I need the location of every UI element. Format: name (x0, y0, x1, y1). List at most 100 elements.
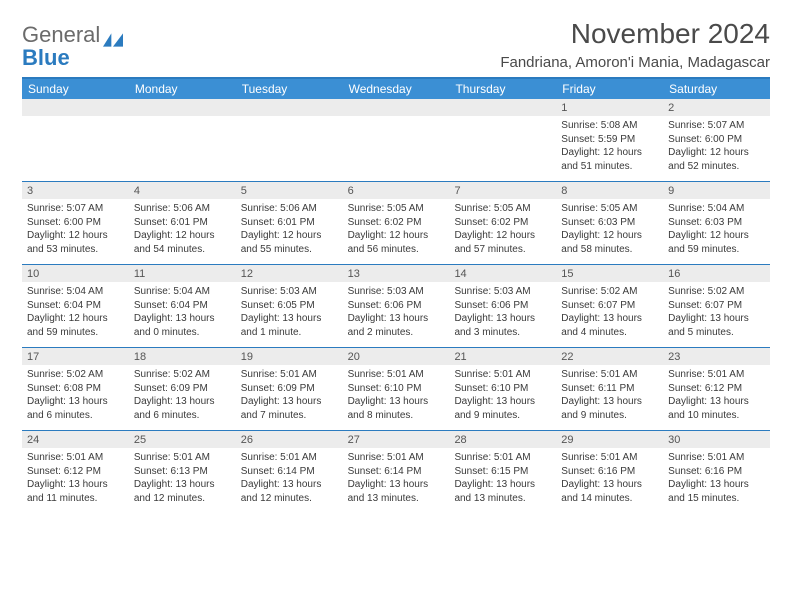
day-cell: 20Sunrise: 5:01 AMSunset: 6:10 PMDayligh… (343, 348, 450, 430)
day-dayA: Daylight: 13 hours (134, 312, 231, 326)
day-dayA: Daylight: 13 hours (561, 478, 658, 492)
day-sunset: Sunset: 6:09 PM (134, 382, 231, 396)
day-dayA: Daylight: 13 hours (241, 478, 338, 492)
day-number: 12 (236, 265, 343, 282)
day-details: Sunrise: 5:03 AMSunset: 6:05 PMDaylight:… (236, 282, 343, 347)
day-number: 18 (129, 348, 236, 365)
day-dayA: Daylight: 13 hours (348, 478, 445, 492)
day-dayB: and 14 minutes. (561, 492, 658, 506)
day-sunrise: Sunrise: 5:01 AM (241, 451, 338, 465)
day-sunset: Sunset: 6:07 PM (561, 299, 658, 313)
day-cell: 22Sunrise: 5:01 AMSunset: 6:11 PMDayligh… (556, 348, 663, 430)
day-details: Sunrise: 5:03 AMSunset: 6:06 PMDaylight:… (343, 282, 450, 347)
day-sunset: Sunset: 6:12 PM (27, 465, 124, 479)
day-number: 1 (556, 99, 663, 116)
day-dayB: and 53 minutes. (27, 243, 124, 257)
day-dayA: Daylight: 12 hours (134, 229, 231, 243)
day-sunset: Sunset: 6:00 PM (27, 216, 124, 230)
day-number: 2 (663, 99, 770, 116)
day-dayA: Daylight: 13 hours (241, 395, 338, 409)
day-dayA: Daylight: 13 hours (454, 395, 551, 409)
day-details: Sunrise: 5:01 AMSunset: 6:11 PMDaylight:… (556, 365, 663, 430)
day-sunrise: Sunrise: 5:01 AM (134, 451, 231, 465)
day-dayB: and 55 minutes. (241, 243, 338, 257)
day-sunrise: Sunrise: 5:02 AM (561, 285, 658, 299)
day-details (343, 116, 450, 178)
day-dayA: Daylight: 13 hours (348, 395, 445, 409)
day-details: Sunrise: 5:01 AMSunset: 6:13 PMDaylight:… (129, 448, 236, 513)
day-sunset: Sunset: 6:04 PM (134, 299, 231, 313)
day-sunrise: Sunrise: 5:01 AM (668, 368, 765, 382)
day-sunrise: Sunrise: 5:07 AM (27, 202, 124, 216)
day-sunrise: Sunrise: 5:03 AM (348, 285, 445, 299)
day-cell (343, 99, 450, 181)
day-dayB: and 8 minutes. (348, 409, 445, 423)
day-sunset: Sunset: 6:12 PM (668, 382, 765, 396)
day-sunrise: Sunrise: 5:08 AM (561, 119, 658, 133)
day-cell: 18Sunrise: 5:02 AMSunset: 6:09 PMDayligh… (129, 348, 236, 430)
day-details: Sunrise: 5:02 AMSunset: 6:07 PMDaylight:… (556, 282, 663, 347)
title-block: November 2024 Fandriana, Amoron'i Mania,… (500, 18, 770, 71)
day-dayB: and 1 minute. (241, 326, 338, 340)
day-dayA: Daylight: 13 hours (454, 478, 551, 492)
day-dayA: Daylight: 12 hours (561, 146, 658, 160)
day-details: Sunrise: 5:04 AMSunset: 6:03 PMDaylight:… (663, 199, 770, 264)
day-dayA: Daylight: 12 hours (27, 229, 124, 243)
day-details: Sunrise: 5:06 AMSunset: 6:01 PMDaylight:… (236, 199, 343, 264)
day-cell: 7Sunrise: 5:05 AMSunset: 6:02 PMDaylight… (449, 182, 556, 264)
day-sunrise: Sunrise: 5:05 AM (561, 202, 658, 216)
day-sunset: Sunset: 5:59 PM (561, 133, 658, 147)
day-sunset: Sunset: 6:01 PM (241, 216, 338, 230)
day-sunrise: Sunrise: 5:02 AM (668, 285, 765, 299)
day-details: Sunrise: 5:01 AMSunset: 6:16 PMDaylight:… (663, 448, 770, 513)
day-number: 10 (22, 265, 129, 282)
day-sunset: Sunset: 6:02 PM (454, 216, 551, 230)
day-cell: 10Sunrise: 5:04 AMSunset: 6:04 PMDayligh… (22, 265, 129, 347)
day-sunset: Sunset: 6:11 PM (561, 382, 658, 396)
day-number: 20 (343, 348, 450, 365)
day-dayB: and 58 minutes. (561, 243, 658, 257)
day-sunrise: Sunrise: 5:01 AM (348, 451, 445, 465)
day-details: Sunrise: 5:08 AMSunset: 5:59 PMDaylight:… (556, 116, 663, 181)
day-dayA: Daylight: 13 hours (241, 312, 338, 326)
logo-word-2: Blue (22, 45, 70, 70)
day-details: Sunrise: 5:06 AMSunset: 6:01 PMDaylight:… (129, 199, 236, 264)
day-sunrise: Sunrise: 5:01 AM (668, 451, 765, 465)
day-dayA: Daylight: 13 hours (454, 312, 551, 326)
calendar-grid: 1Sunrise: 5:08 AMSunset: 5:59 PMDaylight… (22, 99, 770, 513)
day-cell: 12Sunrise: 5:03 AMSunset: 6:05 PMDayligh… (236, 265, 343, 347)
day-dayB: and 6 minutes. (134, 409, 231, 423)
day-number: 16 (663, 265, 770, 282)
day-dayB: and 5 minutes. (668, 326, 765, 340)
day-cell: 26Sunrise: 5:01 AMSunset: 6:14 PMDayligh… (236, 431, 343, 513)
day-number: 5 (236, 182, 343, 199)
day-sunset: Sunset: 6:10 PM (454, 382, 551, 396)
day-sunrise: Sunrise: 5:04 AM (668, 202, 765, 216)
day-dayB: and 3 minutes. (454, 326, 551, 340)
day-number: 4 (129, 182, 236, 199)
day-details: Sunrise: 5:07 AMSunset: 6:00 PMDaylight:… (663, 116, 770, 181)
day-header: Monday (129, 79, 236, 99)
day-cell: 15Sunrise: 5:02 AMSunset: 6:07 PMDayligh… (556, 265, 663, 347)
day-sunrise: Sunrise: 5:01 AM (561, 368, 658, 382)
day-dayA: Daylight: 13 hours (27, 478, 124, 492)
month-title: November 2024 (500, 18, 770, 50)
day-sunrise: Sunrise: 5:04 AM (134, 285, 231, 299)
day-cell: 25Sunrise: 5:01 AMSunset: 6:13 PMDayligh… (129, 431, 236, 513)
day-sunrise: Sunrise: 5:01 AM (454, 368, 551, 382)
day-sunset: Sunset: 6:14 PM (241, 465, 338, 479)
day-number (129, 99, 236, 116)
day-sunrise: Sunrise: 5:01 AM (27, 451, 124, 465)
day-cell: 1Sunrise: 5:08 AMSunset: 5:59 PMDaylight… (556, 99, 663, 181)
day-cell: 6Sunrise: 5:05 AMSunset: 6:02 PMDaylight… (343, 182, 450, 264)
day-cell: 27Sunrise: 5:01 AMSunset: 6:14 PMDayligh… (343, 431, 450, 513)
day-cell (129, 99, 236, 181)
day-dayA: Daylight: 12 hours (348, 229, 445, 243)
day-dayA: Daylight: 13 hours (134, 478, 231, 492)
day-details: Sunrise: 5:02 AMSunset: 6:07 PMDaylight:… (663, 282, 770, 347)
day-dayB: and 15 minutes. (668, 492, 765, 506)
day-details: Sunrise: 5:01 AMSunset: 6:10 PMDaylight:… (343, 365, 450, 430)
header: General Blue November 2024 Fandriana, Am… (22, 18, 770, 71)
day-number: 15 (556, 265, 663, 282)
day-details: Sunrise: 5:01 AMSunset: 6:15 PMDaylight:… (449, 448, 556, 513)
